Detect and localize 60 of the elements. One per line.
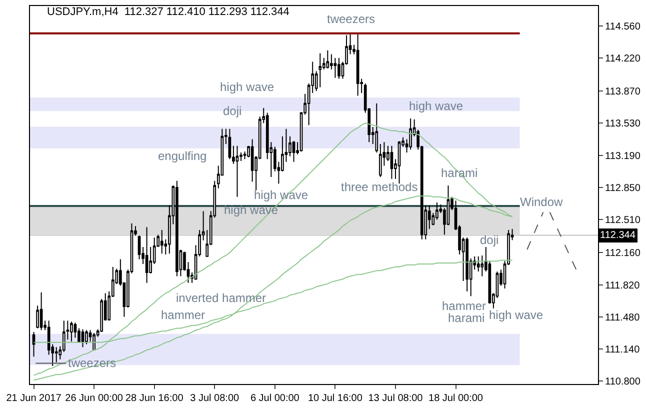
annotation: high wave bbox=[409, 99, 464, 113]
annotation: hammer bbox=[442, 299, 486, 313]
candlestick bbox=[292, 140, 296, 162]
candlestick bbox=[318, 52, 322, 88]
candlestick bbox=[228, 128, 232, 160]
candlestick bbox=[338, 57, 340, 80]
x-tick-label: 13 Jul 08:00 bbox=[368, 393, 424, 404]
candlestick bbox=[375, 102, 378, 153]
annotation: doji bbox=[480, 233, 499, 247]
candlestick bbox=[54, 346, 58, 363]
candlestick bbox=[476, 256, 480, 272]
candlestick bbox=[356, 34, 360, 96]
annotation: three methods bbox=[341, 180, 418, 194]
candlestick bbox=[334, 57, 337, 78]
y-tick-label: 112.850 bbox=[605, 182, 641, 194]
candlestick bbox=[81, 328, 84, 348]
y-tick-label: 113.530 bbox=[605, 118, 641, 130]
x-tick-label: 26 Jun 00:00 bbox=[65, 393, 124, 404]
y-tick-label: 114.560 bbox=[605, 21, 641, 32]
candlestick bbox=[138, 235, 141, 260]
candlestick bbox=[85, 330, 88, 345]
candlestick bbox=[466, 237, 468, 292]
x-tick-label: 28 Jun 16:00 bbox=[125, 393, 184, 404]
x-tick-label: 3 Jul 08:00 bbox=[190, 393, 240, 404]
x-tick-label: 21 Jun 2017 bbox=[6, 393, 62, 404]
y-tick-label: 113.190 bbox=[605, 150, 641, 162]
x-tick-label: 6 Jul 00:00 bbox=[250, 393, 300, 404]
annotation: doji bbox=[223, 104, 242, 118]
candlestick bbox=[390, 145, 394, 180]
chart-title: USDJPY.m,H4 112.327 112.410 112.293 112.344 bbox=[47, 6, 290, 18]
y-tick-label: 114.220 bbox=[605, 53, 641, 64]
candlestick bbox=[145, 226, 148, 284]
candlestick bbox=[40, 292, 43, 331]
y-tick-label: 111.480 bbox=[605, 312, 640, 324]
candlestick bbox=[92, 332, 96, 350]
ref-line-label: 112.344 bbox=[600, 230, 636, 241]
candlestick bbox=[326, 50, 330, 69]
annotation: engulfing bbox=[158, 149, 207, 163]
y-tick-label: 111.140 bbox=[605, 344, 640, 356]
candlestick bbox=[176, 180, 178, 277]
annotation: high wave bbox=[489, 308, 544, 322]
annotation: hammer bbox=[161, 308, 206, 322]
candlestick bbox=[74, 322, 77, 338]
candlestick bbox=[378, 143, 382, 178]
candlestick bbox=[409, 118, 412, 150]
candlestick bbox=[160, 229, 164, 254]
y-tick-label: 112.510 bbox=[605, 215, 641, 226]
candlestick bbox=[236, 145, 239, 198]
candlestick bbox=[32, 332, 36, 358]
annotation: tweezers bbox=[327, 12, 376, 26]
y-tick-label: 113.870 bbox=[605, 86, 641, 98]
candlestick bbox=[70, 321, 73, 342]
text: Window bbox=[520, 195, 564, 209]
y-tick-label: 110.800 bbox=[605, 376, 641, 388]
annotation: harami bbox=[448, 311, 485, 325]
y-tick-label: 112.160 bbox=[605, 248, 641, 260]
annotation: high wave bbox=[220, 80, 274, 94]
x-tick-label: 18 Jul 00:00 bbox=[428, 393, 484, 404]
x-tick-label: 10 Jul 16:00 bbox=[308, 393, 363, 404]
y-tick-label: 111.820 bbox=[605, 280, 640, 292]
